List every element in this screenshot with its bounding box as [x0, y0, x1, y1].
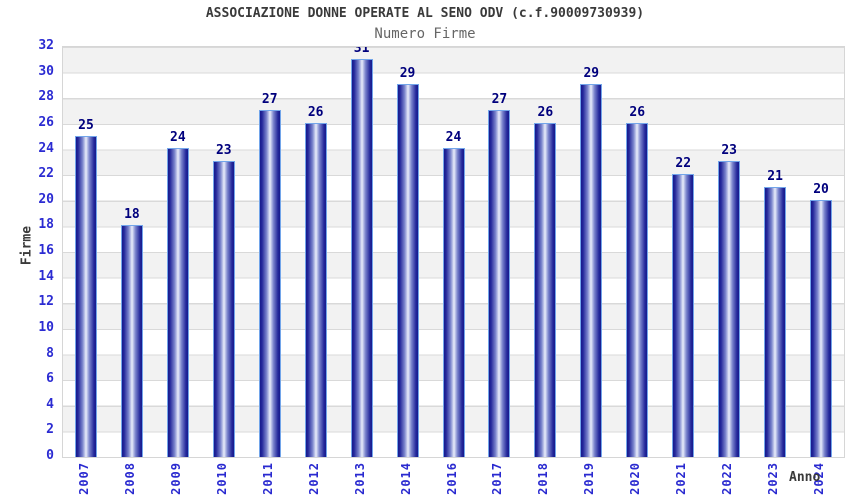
bar-2023: [764, 187, 787, 457]
bar-value-label: 23: [721, 143, 737, 158]
bar-2007: [74, 136, 97, 457]
y-tick-label: 8: [46, 345, 54, 361]
bar-value-label: 31: [353, 46, 370, 56]
bar-2009: [166, 148, 189, 457]
bar-2008: [120, 225, 143, 457]
x-tick-label: 2017: [490, 462, 505, 495]
y-tick-label: 24: [38, 140, 54, 156]
bar-2014: [396, 84, 419, 457]
bar-2024: [810, 200, 833, 457]
y-tick-label: 2: [46, 422, 54, 438]
x-tick-label: 2010: [214, 462, 229, 495]
bar-2017: [488, 110, 511, 457]
x-tick-label: 2014: [398, 462, 413, 495]
bar-value-label: 26: [307, 105, 324, 120]
bar-value-label: 24: [170, 130, 186, 145]
bar-2010: [212, 161, 235, 457]
y-tick-label: 30: [38, 63, 54, 79]
x-axis-labels: 2007 2008 2009 2010 2011 2012 2013 2014 2016 2017…: [62, 459, 843, 500]
bar-2020: [626, 123, 649, 457]
y-tick-label: 16: [38, 243, 54, 258]
x-tick-label: 2023: [766, 462, 781, 495]
x-tick-label: 2011: [260, 462, 275, 495]
x-tick-label: 2007: [76, 462, 91, 495]
bar-value-label: 23: [215, 143, 232, 158]
chart-subtitle: Numero Firme: [374, 26, 476, 42]
bar-value-label: 29: [583, 66, 600, 81]
y-tick-label: 18: [38, 217, 54, 233]
bar-2018: [534, 123, 557, 457]
bar-value-label: 21: [767, 169, 783, 184]
x-tick-label: 2008: [122, 462, 137, 495]
bar-value-label: 22: [675, 156, 692, 171]
y-tick-label: 32: [38, 38, 54, 53]
x-tick-label: 2016: [444, 462, 459, 495]
y-tick-label: 12: [38, 294, 54, 310]
bar-2012: [304, 123, 327, 457]
y-tick-label: 6: [46, 371, 54, 387]
bar-2011: [258, 110, 281, 457]
bar-value-label: 25: [78, 118, 94, 133]
bar-value-label: 18: [124, 207, 140, 222]
y-tick-label: 22: [38, 166, 54, 182]
bar-value-label: 29: [399, 66, 416, 81]
x-axis-title: Anno: [789, 470, 821, 485]
bar-value-label: 26: [629, 105, 646, 120]
x-tick-label: 2009: [168, 462, 183, 495]
y-tick-label: 10: [38, 319, 54, 335]
bar-2019: [580, 84, 603, 457]
x-tick-label: 2021: [674, 462, 689, 495]
x-tick-label: 2022: [720, 462, 735, 495]
bar-value-label: 27: [261, 92, 278, 107]
y-tick-label: 4: [46, 396, 54, 412]
bar-2016: [442, 148, 465, 457]
bar-2013: [350, 59, 373, 457]
bar-2021: [672, 174, 695, 457]
x-tick-label: 2020: [628, 462, 643, 495]
y-tick-label: 26: [38, 114, 54, 130]
bar-value-label: 24: [445, 130, 462, 145]
x-tick-label: 2012: [306, 462, 321, 495]
bar-value-label: 26: [537, 105, 554, 120]
y-tick-label: 28: [38, 89, 54, 105]
plot-area: 25 18 24 23 27 26 31 29 24 27 26 29 26 22 23 21 20: [62, 46, 845, 458]
bar-2022: [718, 161, 741, 457]
y-tick-label: 0: [46, 448, 54, 463]
y-tick-label: 14: [38, 268, 54, 284]
x-tick-label: 2019: [582, 462, 597, 495]
x-tick-label: 2013: [352, 462, 367, 495]
chart-title: ASSOCIAZIONE DONNE OPERATE AL SENO ODV (…: [205, 6, 645, 21]
x-tick-label: 2018: [536, 462, 551, 495]
y-tick-label: 20: [38, 191, 54, 207]
bar-value-label: 20: [813, 182, 829, 197]
bar-value-label: 27: [491, 92, 508, 107]
